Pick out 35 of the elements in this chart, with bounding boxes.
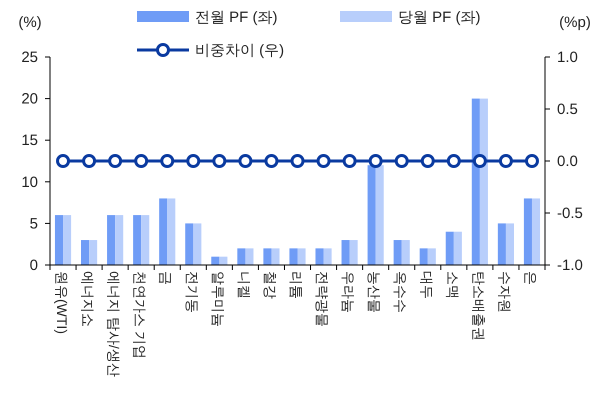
x-tick-label: 에너지쇼 <box>80 271 96 327</box>
legend-label: 비중차이 (우) <box>195 42 284 59</box>
x-tick-label: 알루미늄 <box>210 271 226 327</box>
y-tick-label: 0 <box>30 257 38 274</box>
x-tick-label: 농산물 <box>366 271 383 313</box>
x-tick-label: 소맥 <box>444 271 461 299</box>
y2-tick-label: -0.5 <box>557 205 583 222</box>
x-tick-label: 은 <box>522 271 539 285</box>
y-tick-label: 25 <box>21 49 38 66</box>
x-tick-label: 니켈 <box>236 271 252 299</box>
y-tick-label: 20 <box>21 90 38 108</box>
x-tick-label: 리튬 <box>288 271 304 299</box>
y-tick-label: 5 <box>30 215 38 232</box>
y-tick-label: 15 <box>21 132 38 150</box>
x-tick-label: 금 <box>158 271 174 285</box>
x-tick-label: 수자원 <box>496 271 513 313</box>
x-tick-label: 천연가스 기업 <box>132 271 148 359</box>
legend-label: 전월 PF (좌) <box>195 9 278 26</box>
y2-tick-label: -1.0 <box>557 257 583 274</box>
y2-tick-label: 0.5 <box>557 101 578 118</box>
y2-tick-label: 0.0 <box>557 153 578 170</box>
x-tick-label: 대두 <box>418 271 435 299</box>
legend-label: 당월 PF (좌) <box>398 9 480 26</box>
y2-tick-label: 1.0 <box>557 49 578 66</box>
x-tick-label: 전기동 <box>184 271 200 313</box>
x-tick-label: 에너지 탐사/생산 <box>106 271 122 377</box>
x-tick-label: 옥수수 <box>392 271 409 313</box>
y-axis-title: (%) <box>18 14 42 31</box>
x-tick-label: 탄소배출권 <box>470 271 487 341</box>
x-tick-label: 철강 <box>262 271 278 299</box>
x-tick-label: 전략광물 <box>314 271 331 327</box>
x-tick-label: 원유(WTI) <box>54 271 70 334</box>
y2-axis-title: (%p) <box>559 14 591 31</box>
x-tick-label: 우라늄 <box>340 271 357 313</box>
y-tick-label: 10 <box>21 174 38 191</box>
